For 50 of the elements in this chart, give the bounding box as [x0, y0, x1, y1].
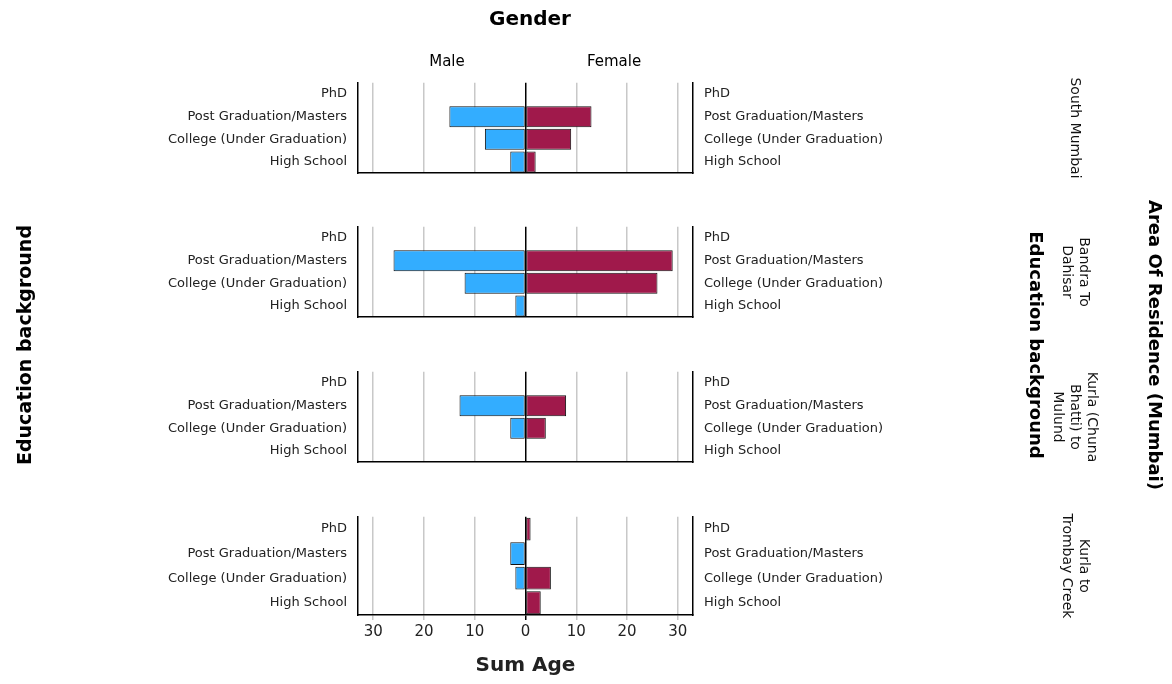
- y-tick-label: PhD: [320, 374, 347, 390]
- text: Male: [429, 52, 465, 70]
- y-tick-label: High School: [269, 297, 347, 313]
- y2-axis-title: South Mumbai: [1068, 77, 1085, 179]
- y-tick-label: PhD: [320, 520, 347, 536]
- x-tick-label: 20: [414, 621, 434, 640]
- y-tick-label: PhD: [320, 229, 347, 245]
- x-tick-label: 20: [617, 621, 637, 640]
- y-tick-label: College (Under Graduation): [167, 274, 347, 290]
- legend-title: Gender: [489, 6, 571, 30]
- y-axis-title: Education background: [13, 225, 35, 465]
- category-label: Post Graduation/Masters: [704, 108, 864, 124]
- x-tick-label: 30: [668, 621, 688, 640]
- y-tick-label: High School: [269, 442, 347, 458]
- y2-axis-title: Kurla to Trombay Creek: [1059, 512, 1093, 620]
- text: Female: [586, 52, 642, 70]
- y-tick-label: High School: [269, 153, 347, 169]
- x-tick-label: 10: [566, 621, 586, 640]
- category-label: High School: [704, 442, 782, 458]
- category-label: PhD: [704, 85, 731, 101]
- category-label: Post Graduation/Masters: [704, 545, 864, 560]
- y-tick-label: PhD: [320, 85, 347, 101]
- category-label: PhD: [704, 520, 731, 536]
- category-label: College (Under Graduation): [704, 569, 884, 585]
- y-tick-label: College (Under Graduation): [167, 130, 347, 146]
- x-tick-label: 10: [465, 621, 485, 640]
- y2-axis-title: Kurla (Chuna Bhatti) to Mulund: [1051, 371, 1102, 463]
- category-label: High School: [704, 594, 782, 610]
- category-label: Post Graduation/Masters: [704, 252, 864, 268]
- y-tick-label: College (Under Graduation): [167, 419, 347, 435]
- category-label: PhD: [704, 229, 731, 245]
- category-label: College (Under Graduation): [704, 130, 884, 146]
- x-tick-label: 30: [363, 621, 383, 640]
- y2-axis-title: Bandra To Dahisar: [1059, 237, 1093, 307]
- y-tick-label: Post Graduation/Masters: [187, 108, 348, 124]
- y-tick-label: Post Graduation/Masters: [187, 545, 348, 560]
- category-label: College (Under Graduation): [704, 419, 884, 435]
- y-tick-label: Post Graduation/Masters: [187, 252, 348, 268]
- category-label: High School: [704, 297, 782, 313]
- y-tick-label: Post Graduation/Masters: [187, 397, 348, 413]
- category-label: High School: [704, 153, 782, 169]
- y-tick-label: College (Under Graduation): [167, 569, 347, 585]
- x-tick-label: 0: [520, 621, 531, 640]
- category-label: Post Graduation/Masters: [704, 397, 864, 413]
- text: Area Of Residence (Mumbai): [1144, 200, 1166, 490]
- x-axis-title: Sum Age: [475, 652, 576, 677]
- y-tick-label: High School: [269, 594, 347, 610]
- text: Education background: [1025, 231, 1047, 459]
- category-label: College (Under Graduation): [704, 274, 884, 290]
- category-label: PhD: [704, 374, 731, 390]
